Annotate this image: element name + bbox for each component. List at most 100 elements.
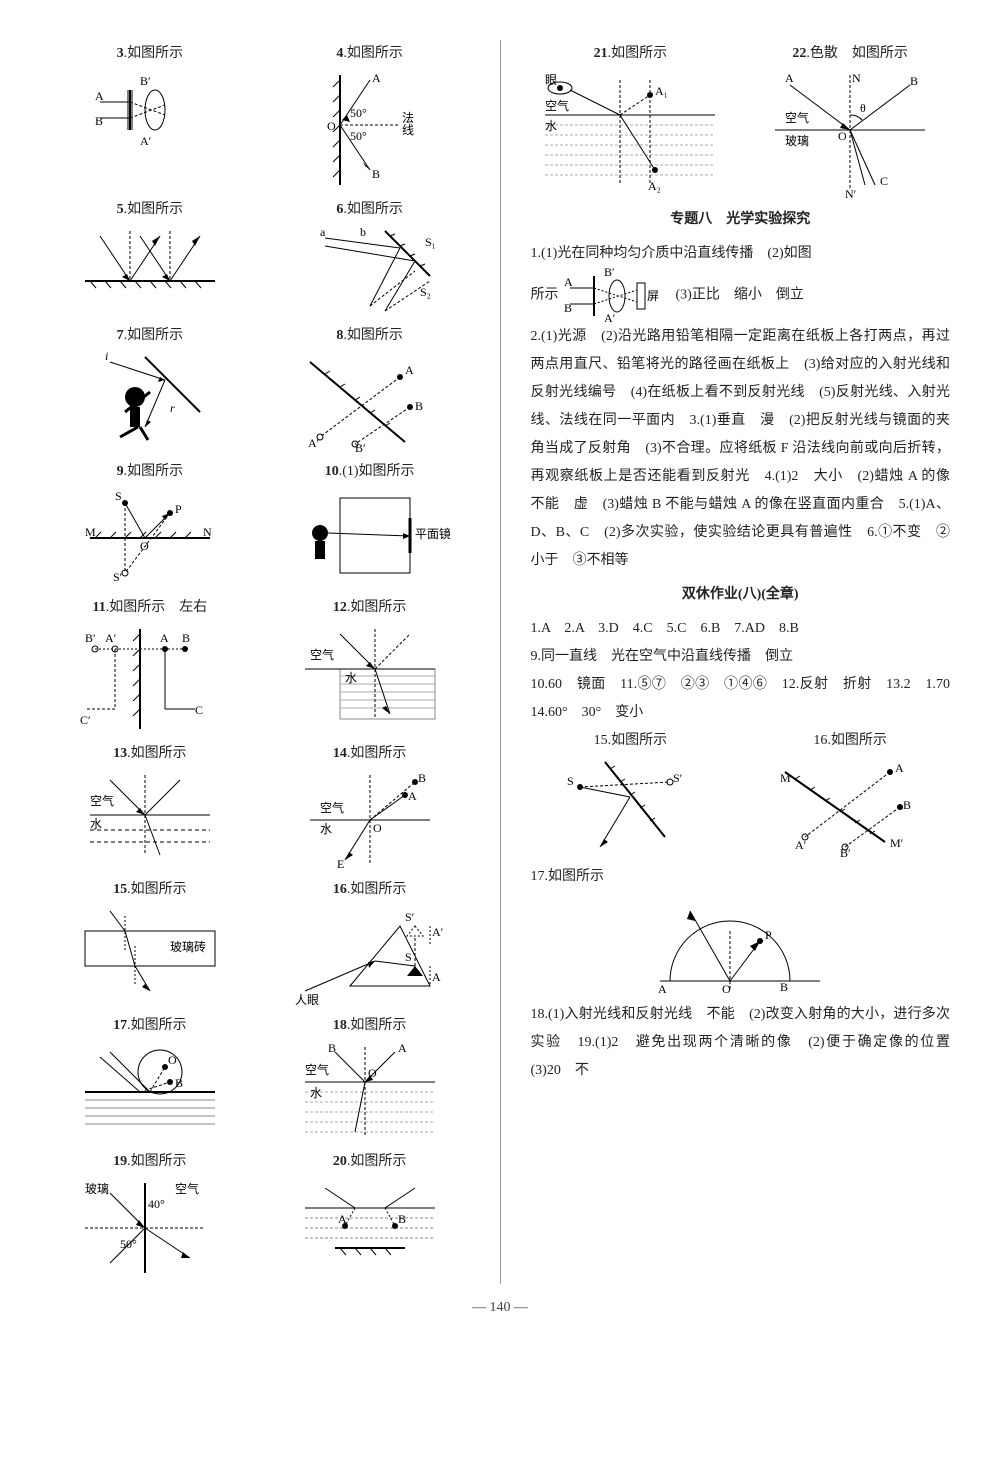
row-15-16: 15.如图所示 玻璃砖 16.如图所示 人 <box>50 876 470 1006</box>
diagram-21: 眼 空气 水 A₁ A₂ <box>540 70 720 200</box>
label: S₁ <box>425 235 436 249</box>
label: M′ <box>890 836 904 850</box>
diagram-s8-1: A B B′ A′ 屏 <box>562 268 672 323</box>
label: P <box>765 928 772 942</box>
label: A′ <box>604 311 616 323</box>
label: 空气 <box>175 1181 199 1196</box>
label: A′ <box>140 134 152 148</box>
hw8-line2: 9.同一直线 光在空气中沿直线传播 倒立 <box>531 643 951 671</box>
label: P <box>175 502 182 516</box>
label: 水 <box>545 119 557 133</box>
label: 空气 <box>305 1062 329 1077</box>
label: A <box>95 89 104 103</box>
label: B <box>418 771 426 785</box>
label: A <box>785 71 794 85</box>
item-7: 7.如图所示 ir <box>50 322 250 452</box>
caption-5: 5.如图所示 <box>50 196 250 224</box>
item-20: 20.如图所示 A B <box>270 1148 470 1278</box>
label: C <box>880 174 888 188</box>
label: B <box>182 631 190 645</box>
diagram-12: 空气 水 <box>300 624 440 724</box>
hw8-line1: 1.A 2.A 3.D 4.C 5.C 6.B 7.AD 8.B <box>531 615 951 643</box>
label: E <box>337 857 344 870</box>
label: M <box>85 525 96 539</box>
label: O <box>368 1066 377 1080</box>
hw-caption-15: 15.如图所示 <box>531 727 731 755</box>
label: B <box>372 167 380 181</box>
item-8: 8.如图所示 A B A′ B′ <box>270 322 470 452</box>
item-11: 11.如图所示 左右 A B A′ B′ C C′ <box>50 594 250 734</box>
diagram-19: 玻璃 空气 40° 50° <box>80 1178 220 1278</box>
item-6: 6.如图所示 a b S₁ S₂ <box>270 196 470 316</box>
row-21-22: 21.如图所示 眼 空气 水 A₁ A₂ 22.色散 如图所示 <box>531 40 951 200</box>
item-22: 22.色散 如图所示 A B C N N′ O θ 空气 玻璃 <box>750 40 950 200</box>
label: A₁ <box>655 84 668 98</box>
section8-q1b: 所示 A B B′ A′ 屏 (3)正比 缩小 倒立 <box>531 268 951 323</box>
q1b-pre: 所示 <box>531 288 559 303</box>
item-15: 15.如图所示 玻璃砖 <box>50 876 250 1006</box>
diagram-20: A B <box>300 1178 440 1268</box>
label: B′ <box>840 846 851 857</box>
label: A′ <box>432 925 444 939</box>
label: M <box>780 771 791 785</box>
label: B′ <box>355 441 366 452</box>
hw8-line18: 18.(1)入射光线和反射光线 不能 (2)改变入射角的大小，进行多次实验 19… <box>531 1001 951 1085</box>
item-5: 5.如图所示 <box>50 196 250 316</box>
caption-17: 17.如图所示 <box>50 1012 250 1040</box>
row-13-14: 13.如图所示 空气 水 14.如图所示 <box>50 740 470 870</box>
label: B <box>564 301 572 315</box>
svg-text:i: i <box>105 352 108 363</box>
label: 空气 <box>545 98 569 113</box>
label: A′ <box>308 436 320 450</box>
label: O <box>373 821 382 835</box>
label: S′ <box>113 570 123 584</box>
hw-caption-17: 17.如图所示 <box>531 869 605 884</box>
caption-15: 15.如图所示 <box>50 876 250 904</box>
row-11-12: 11.如图所示 左右 A B A′ B′ C C′ <box>50 594 470 734</box>
diagram-8: A B A′ B′ <box>300 352 440 452</box>
label: 玻璃砖 <box>170 939 206 954</box>
hw-item-17: 17.如图所示 A O B P <box>531 863 951 1001</box>
label: 水 <box>320 822 332 836</box>
row-7-8: 7.如图所示 ir 8.如图所示 A <box>50 322 470 452</box>
label: S₂ <box>420 285 431 299</box>
caption-6: 6.如图所示 <box>270 196 470 224</box>
label: B <box>328 1042 336 1055</box>
hw-item-15: 15.如图所示 S S′ <box>531 727 731 857</box>
item-9: 9.如图所示 S P M N O S′ <box>50 458 250 588</box>
label: 空气 <box>785 110 809 125</box>
row-5-6: 5.如图所示 6.如图所示 <box>50 196 470 316</box>
caption-20: 20.如图所示 <box>270 1148 470 1176</box>
diagram-17: O B <box>80 1042 220 1132</box>
label: O <box>168 1053 177 1067</box>
label: C′ <box>80 713 91 727</box>
label: B <box>780 980 788 994</box>
label: 空气 <box>90 793 114 808</box>
label: a <box>320 226 326 239</box>
label: B <box>910 74 918 88</box>
label: A <box>895 761 904 775</box>
label: 人眼 <box>295 993 319 1006</box>
label: 水 <box>90 817 102 831</box>
label: B <box>175 1076 183 1090</box>
label: A₂ <box>648 179 661 193</box>
hw8-line3: 10.60 镜面 11.⑤⑦ ②③ ①④⑥ 12.反射 折射 13.2 1.70… <box>531 671 951 727</box>
label: 平面镜 <box>415 526 450 541</box>
item-3: 3.如图所示 A B B′ A′ <box>50 40 250 190</box>
row-3-4: 3.如图所示 A B B′ A′ 4.如图所示 <box>50 40 470 190</box>
caption-19: 19.如图所示 <box>50 1148 250 1176</box>
q1b-post: (3)正比 缩小 倒立 <box>676 288 804 303</box>
label: A <box>398 1042 407 1055</box>
diagram-13: 空气 水 <box>85 770 215 860</box>
caption-7: 7.如图所示 <box>50 322 250 350</box>
label: 线 <box>402 123 414 137</box>
hw-diagram-17: A O B P <box>650 891 830 1001</box>
hw8-title: 双休作业(八)(全章) <box>531 581 951 609</box>
label: A <box>338 1212 347 1226</box>
diagram-15: 玻璃砖 <box>75 906 225 996</box>
caption-9: 9.如图所示 <box>50 458 250 486</box>
left-column: 3.如图所示 A B B′ A′ 4.如图所示 <box>50 40 470 1284</box>
label: B′ <box>604 268 615 279</box>
row-17-18: 17.如图所示 O B 18.如图所示 <box>50 1012 470 1142</box>
item-4: 4.如图所示 A O 50° 50° 法 线 B <box>270 40 470 190</box>
